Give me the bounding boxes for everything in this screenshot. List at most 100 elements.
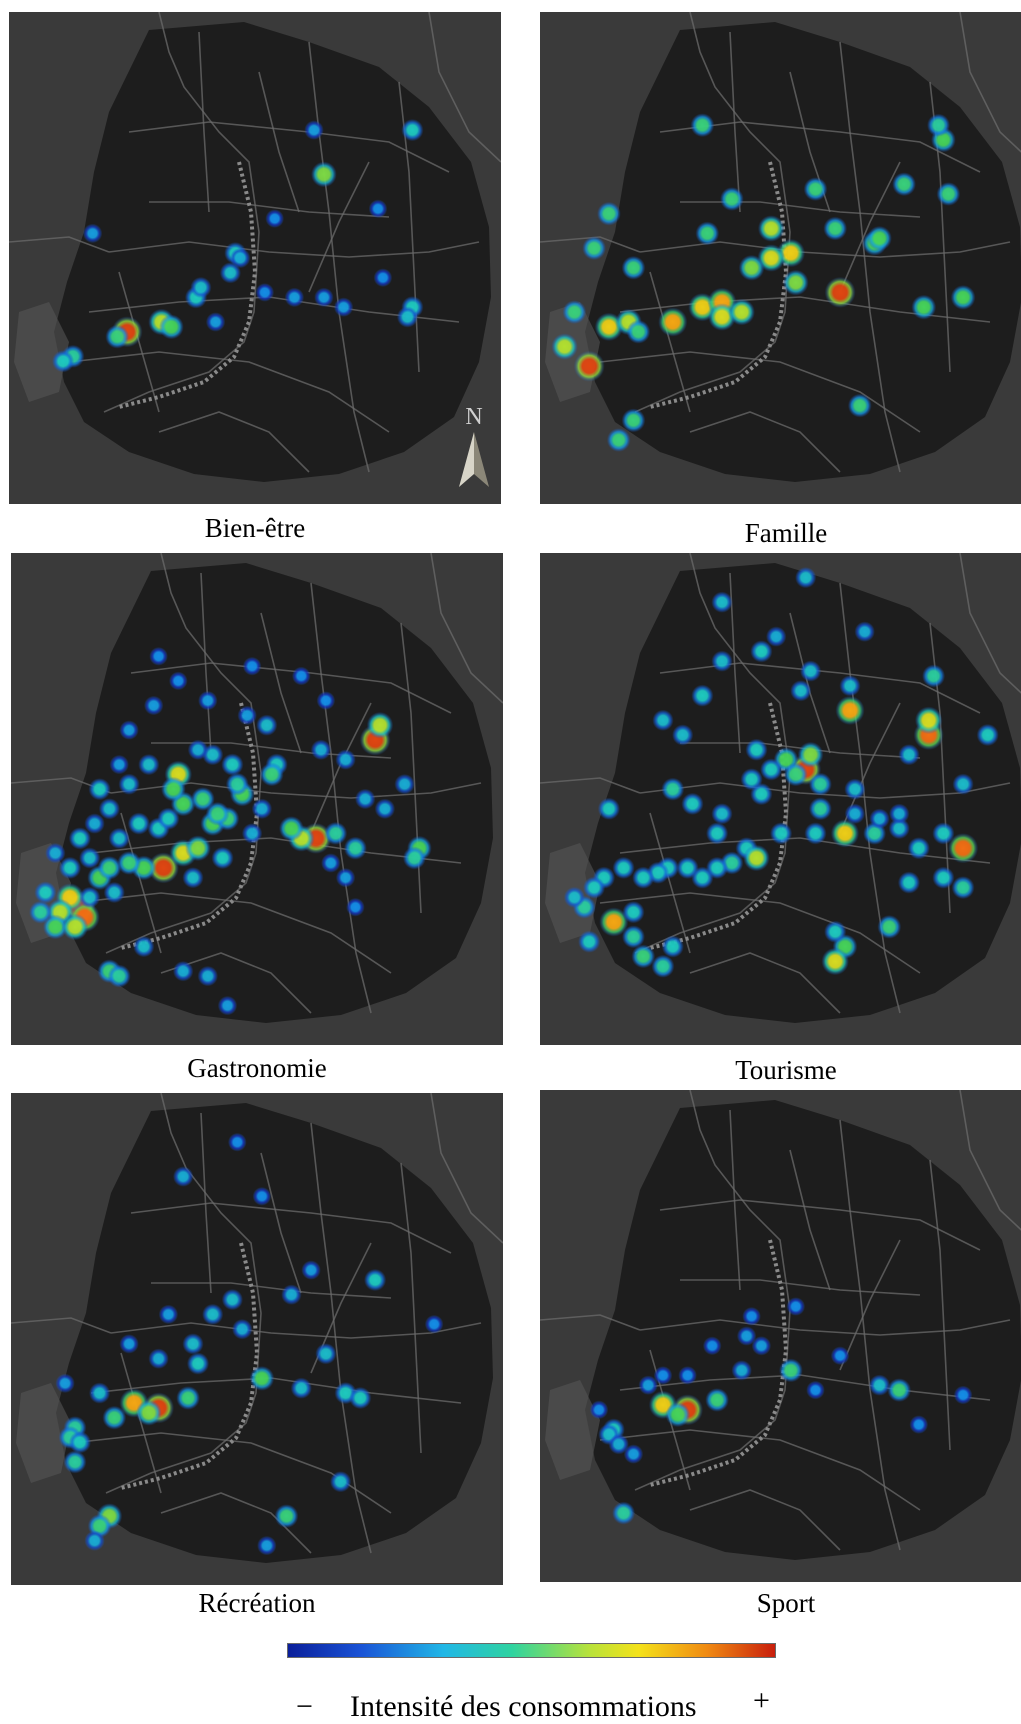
heat-point bbox=[321, 853, 341, 873]
road-line bbox=[540, 1314, 641, 1331]
heat-point bbox=[551, 333, 578, 360]
map-panel-sport bbox=[540, 1090, 1021, 1582]
heat-point bbox=[292, 666, 311, 686]
road-line bbox=[9, 236, 110, 253]
heat-point bbox=[232, 1319, 253, 1340]
heat-point bbox=[274, 1504, 299, 1528]
heat-point bbox=[711, 803, 733, 825]
heat-point bbox=[808, 772, 832, 796]
river-line bbox=[649, 1239, 789, 1487]
heat-point bbox=[301, 1260, 321, 1280]
heat-point bbox=[197, 965, 218, 987]
heat-point bbox=[394, 774, 415, 795]
heat-point bbox=[844, 803, 866, 824]
heat-point bbox=[623, 1444, 644, 1464]
heat-point bbox=[373, 268, 393, 288]
heat-point bbox=[681, 792, 704, 815]
heat-point bbox=[745, 738, 768, 761]
heat-point bbox=[578, 930, 601, 953]
heat-point bbox=[68, 827, 91, 850]
heat-point bbox=[889, 803, 910, 824]
heat-point bbox=[950, 285, 976, 310]
heat-point bbox=[562, 300, 587, 324]
heat-point bbox=[148, 852, 179, 884]
north-arrow-icon: N bbox=[459, 404, 489, 487]
heat-point bbox=[255, 283, 275, 302]
heat-point bbox=[877, 915, 902, 939]
heat-point bbox=[374, 798, 396, 819]
road-line bbox=[959, 12, 1021, 153]
heat-point bbox=[107, 964, 131, 988]
heat-point bbox=[691, 684, 714, 707]
road-line bbox=[959, 553, 1021, 694]
heat-point bbox=[55, 1373, 75, 1393]
road-line bbox=[789, 1149, 831, 1291]
heat-point bbox=[583, 876, 606, 899]
road-line bbox=[130, 662, 452, 714]
heat-point bbox=[219, 262, 241, 284]
road-line bbox=[118, 271, 160, 413]
road-line bbox=[619, 837, 991, 864]
river-line bbox=[118, 161, 258, 409]
heat-point bbox=[311, 161, 337, 188]
colorbar-title: Intensité des consommations bbox=[350, 1690, 697, 1723]
road-line bbox=[689, 411, 841, 473]
heat-point bbox=[251, 798, 273, 819]
road-line bbox=[540, 777, 641, 794]
heat-point bbox=[800, 660, 822, 682]
heat-point bbox=[922, 664, 946, 688]
heat-point bbox=[221, 1289, 243, 1311]
intensity-colorbar bbox=[287, 1643, 776, 1658]
road-line bbox=[599, 351, 921, 433]
heat-point bbox=[795, 567, 817, 589]
heat-point bbox=[868, 1374, 891, 1396]
heat-point bbox=[622, 925, 645, 949]
map-panel-gastronomie bbox=[11, 553, 503, 1045]
heat-point bbox=[217, 995, 238, 1016]
road-line bbox=[689, 952, 841, 1014]
road-line bbox=[151, 1282, 392, 1299]
heat-point bbox=[133, 936, 155, 958]
heat-point bbox=[105, 324, 130, 349]
heat-point bbox=[182, 867, 204, 889]
road-line bbox=[680, 1279, 921, 1296]
heat-point bbox=[198, 690, 218, 711]
heat-point bbox=[161, 776, 186, 802]
heat-point bbox=[844, 778, 866, 800]
map-canvas: N bbox=[9, 12, 501, 504]
heat-point bbox=[888, 817, 910, 840]
heat-point bbox=[186, 1352, 210, 1375]
heat-point bbox=[839, 675, 861, 697]
heat-point bbox=[665, 1402, 691, 1428]
road-line bbox=[70, 892, 392, 974]
heat-point bbox=[589, 1400, 609, 1420]
heat-point bbox=[349, 1386, 372, 1410]
heat-point bbox=[711, 591, 733, 613]
heat-point bbox=[932, 822, 955, 845]
map-canvas bbox=[11, 1093, 503, 1585]
heat-point bbox=[396, 306, 419, 328]
heat-point bbox=[169, 671, 188, 691]
heat-point bbox=[256, 714, 278, 736]
road-line bbox=[68, 351, 390, 433]
heat-point bbox=[582, 236, 606, 261]
heat-point bbox=[779, 1358, 803, 1383]
heat-point bbox=[221, 753, 244, 776]
heat-point bbox=[88, 778, 111, 801]
heat-point bbox=[786, 1297, 806, 1316]
heat-point bbox=[281, 1284, 302, 1305]
heat-point bbox=[953, 1385, 973, 1405]
heat-point bbox=[952, 773, 974, 795]
heat-point bbox=[68, 1431, 91, 1454]
road-line bbox=[689, 1489, 841, 1551]
heat-point bbox=[211, 846, 234, 870]
heat-point bbox=[731, 1360, 752, 1381]
road-line bbox=[428, 12, 501, 163]
road-line bbox=[308, 161, 370, 293]
heat-point bbox=[402, 846, 426, 870]
heat-point bbox=[892, 172, 916, 197]
heat-point bbox=[159, 314, 184, 340]
road-line bbox=[260, 612, 302, 754]
heat-point bbox=[652, 709, 674, 731]
heat-point bbox=[661, 935, 684, 958]
